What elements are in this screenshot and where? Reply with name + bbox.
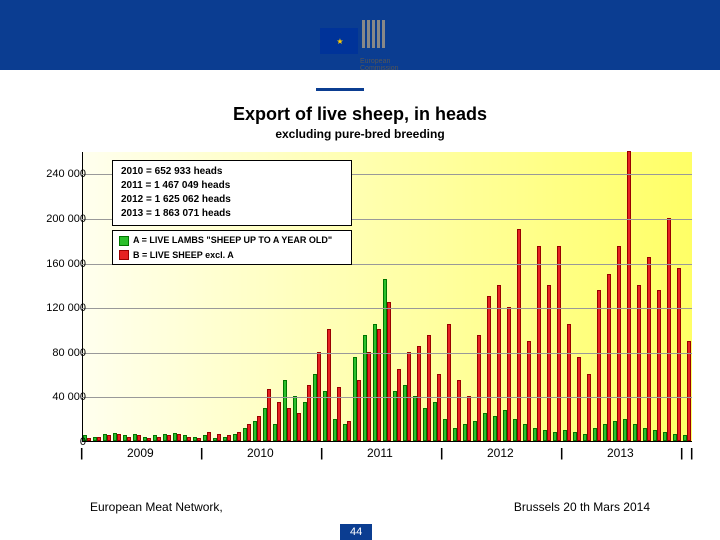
annual-totals-box: 2010 = 652 933 heads 2011 = 1 467 049 he… [112, 160, 352, 226]
y-tick-label: 240 000 [46, 168, 86, 180]
logo-text: European Commission [360, 58, 400, 72]
y-tick-label: 160 000 [46, 258, 86, 270]
bar-sheep [687, 341, 691, 441]
bar-sheep [327, 329, 331, 441]
bar-sheep [187, 437, 191, 441]
bar-sheep [97, 437, 101, 441]
bar-sheep [607, 274, 611, 441]
bar-sheep [147, 438, 151, 441]
bar-sheep [257, 416, 261, 441]
bar-sheep [577, 357, 581, 441]
bar-sheep [217, 434, 221, 441]
year-label: 2010 [247, 446, 274, 460]
series-legend: A = LIVE LAMBS "SHEEP UP TO A YEAR OLD" … [112, 230, 352, 265]
eu-flag-icon [320, 28, 358, 54]
footer-right: Brussels 20 th Mars 2014 [514, 500, 650, 514]
logo-underline [316, 88, 364, 91]
bar-sheep [177, 434, 181, 441]
bar-sheep [487, 296, 491, 441]
year-separator: | [680, 446, 683, 460]
bar-sheep [167, 435, 171, 441]
bar-sheep [347, 421, 351, 441]
year-separator: | [80, 446, 83, 460]
total-2013: 2013 = 1 863 071 heads [121, 207, 343, 221]
header-bar: European Commission [0, 0, 720, 70]
bar-sheep [377, 329, 381, 441]
total-2010: 2010 = 652 933 heads [121, 165, 343, 179]
legend-series-b: B = LIVE SHEEP excl. A [119, 250, 345, 261]
bar-sheep [107, 435, 111, 441]
bar-sheep [287, 408, 291, 441]
bar-sheep [517, 229, 521, 441]
y-tick-label: 200 000 [46, 213, 86, 225]
bar-sheep [477, 335, 481, 441]
bar-sheep [337, 387, 341, 441]
bar-sheep [157, 437, 161, 441]
bar-sheep [437, 374, 441, 441]
bar-sheep [647, 257, 651, 441]
bar-sheep [397, 369, 401, 442]
year-separator: | [690, 446, 693, 460]
bar-sheep [507, 307, 511, 441]
bar-sheep [467, 396, 471, 441]
swatch-b-icon [119, 250, 129, 260]
bar-sheep [557, 246, 561, 441]
bar-sheep [227, 435, 231, 441]
year-separator: | [440, 446, 443, 460]
year-label: 2011 [367, 446, 393, 460]
bar-sheep [667, 218, 671, 441]
year-label: 2013 [607, 446, 634, 460]
bar-sheep [277, 402, 281, 441]
bar-sheep [297, 413, 301, 441]
bar-sheep [247, 424, 251, 441]
bar-sheep [597, 290, 601, 441]
bar-sheep [87, 438, 91, 441]
bar-sheep [657, 290, 661, 441]
year-separator: | [200, 446, 203, 460]
legend-series-a: A = LIVE LAMBS "SHEEP UP TO A YEAR OLD" [119, 235, 345, 246]
page-number: 44 [340, 524, 372, 540]
bar-sheep [137, 435, 141, 441]
bar-sheep [587, 374, 591, 441]
footer-left: European Meat Network, [90, 500, 223, 514]
bar-sheep [197, 438, 201, 441]
bar-sheep [357, 380, 361, 441]
ec-logo: European Commission [320, 20, 400, 80]
bar-sheep [207, 432, 211, 441]
bar-sheep [537, 246, 541, 441]
total-2012: 2012 = 1 625 062 heads [121, 193, 343, 207]
swatch-a-icon [119, 236, 129, 246]
bar-sheep [677, 268, 681, 441]
chart-title: Export of live sheep, in heads [20, 104, 700, 125]
y-tick-label: 80 000 [52, 347, 86, 359]
chart-subtitle: excluding pure-bred breeding [20, 127, 700, 141]
bar-sheep [447, 324, 451, 441]
total-2011: 2011 = 1 467 049 heads [121, 179, 343, 193]
chart-area: Export of live sheep, in heads excluding… [20, 104, 700, 484]
year-separator: | [320, 446, 323, 460]
bar-sheep [387, 302, 391, 441]
year-separator: | [560, 446, 563, 460]
bar-sheep [617, 246, 621, 441]
bar-sheep [117, 434, 121, 441]
y-tick-label: 120 000 [46, 302, 86, 314]
y-tick-label: 40 000 [52, 391, 86, 403]
year-label: 2009 [127, 446, 154, 460]
bar-sheep [307, 385, 311, 441]
bar-sheep [237, 432, 241, 441]
bar-sheep [527, 341, 531, 441]
bar-sheep [427, 335, 431, 441]
bar-sheep [417, 346, 421, 441]
bar-sheep [127, 437, 131, 441]
bar-sheep [567, 324, 571, 441]
bar-sheep [457, 380, 461, 441]
year-label: 2012 [487, 446, 514, 460]
